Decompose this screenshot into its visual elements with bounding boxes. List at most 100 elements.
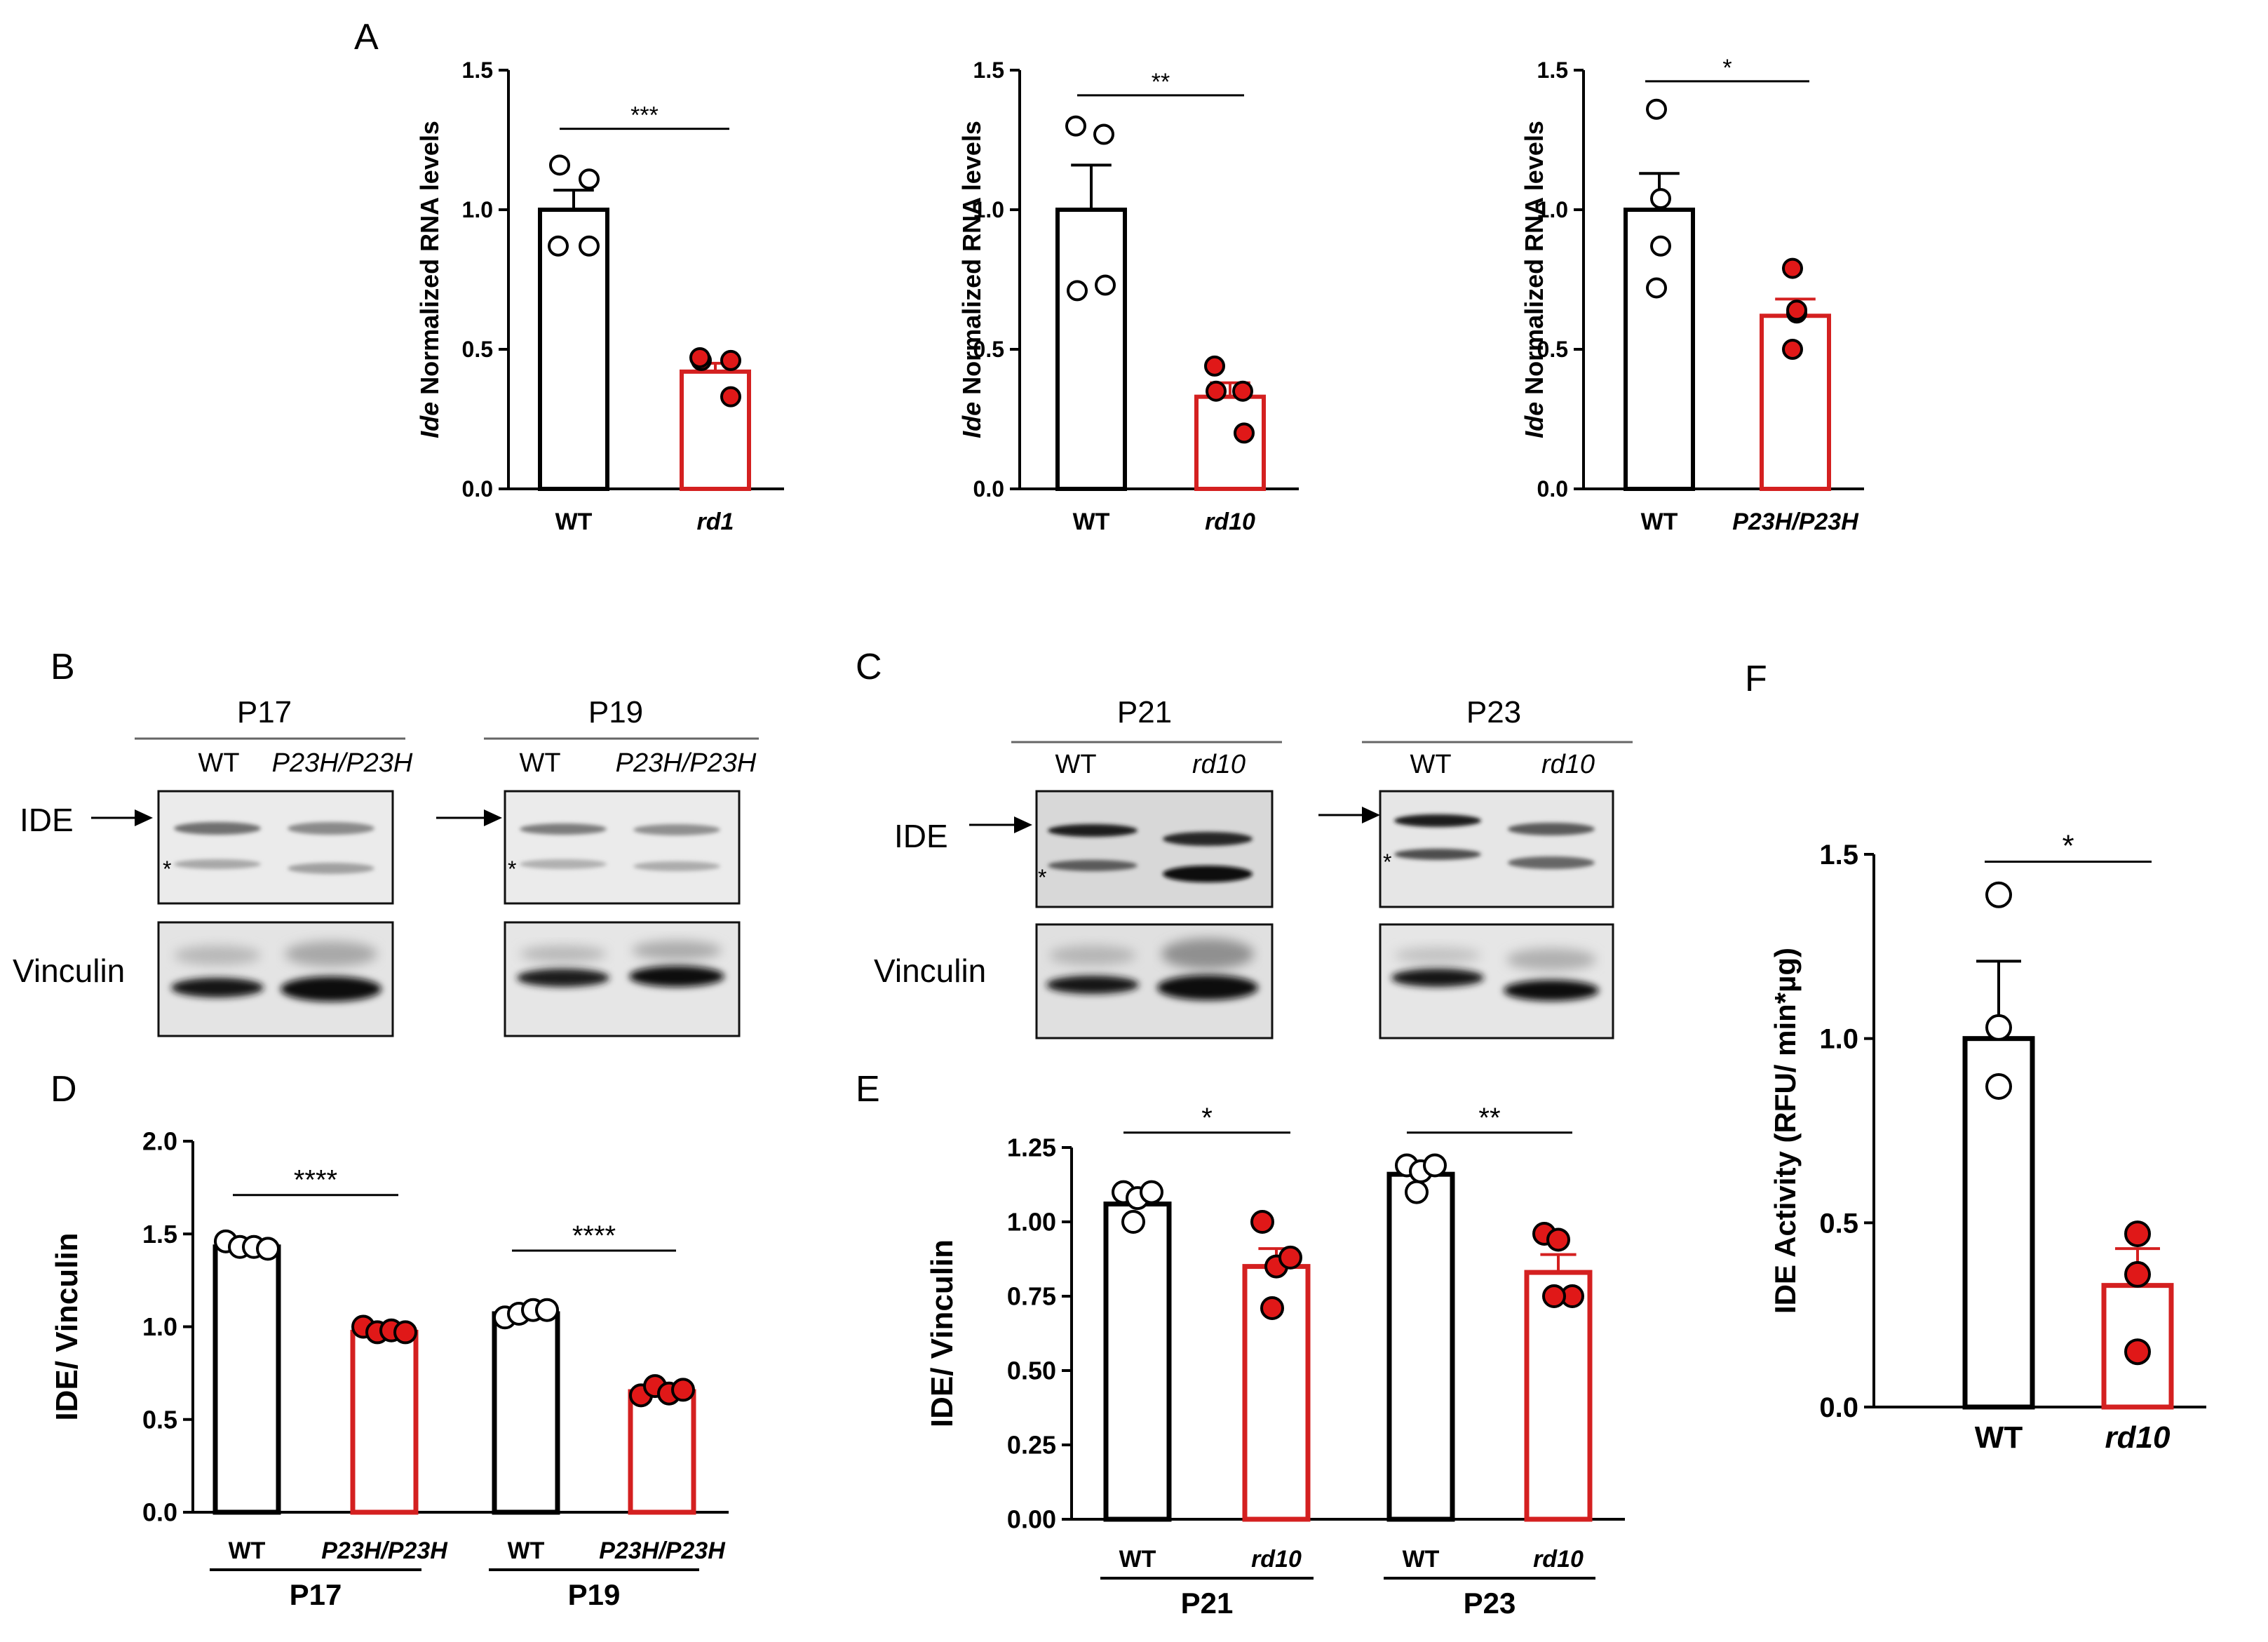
y-tick-label: 1.0 [1819, 1024, 1858, 1055]
blot-c-vinculin-label: Vinculin [874, 953, 986, 989]
data-point-mutant [1278, 1245, 1302, 1270]
blot-c-set1-lane2: rd10 [1192, 750, 1246, 779]
y-axis-label: IDE/ Vinculin [50, 1232, 84, 1420]
data-point-wt [1985, 1072, 2012, 1100]
x-tick-label: WT [1073, 509, 1110, 535]
blot-b-set1-lane1: WT [198, 748, 239, 778]
y-axis-label-text: Normalized RNA levels [957, 121, 986, 402]
blot-b-set1-title: P17 [237, 695, 292, 729]
data-point-mutant [720, 349, 741, 371]
data-point-wt [1646, 98, 1667, 120]
y-tick-label: 1.5 [973, 58, 1004, 83]
group-label: P21 [1181, 1587, 1234, 1620]
blot-b-arrowhead-1 [135, 809, 153, 826]
significance-stars: *** [630, 102, 659, 129]
blot-c-set2-lane1: WT [1410, 750, 1451, 779]
blot-c-set1-title: P21 [1117, 695, 1172, 729]
data-point-wt [1095, 274, 1116, 296]
x-tick-label: rd10 [1205, 509, 1255, 535]
chart-f-ide-activity: 0.0 0.5 1.0 1.5 IDE Activity (RFU/ min*µg) WT… [1769, 829, 2206, 1455]
x-tick-label: rd1 [697, 509, 734, 535]
significance-stars: **** [572, 1220, 616, 1251]
y-axis-label: Ide Normalized RNA levels [415, 121, 444, 438]
data-point-mutant [1546, 1227, 1570, 1252]
bar-wt [1386, 1171, 1455, 1522]
data-point-wt [1067, 280, 1088, 302]
blot-b-p19-ide-image [504, 790, 741, 905]
blot-b-p17-vinculin-image [157, 921, 394, 1037]
bar-wt [1103, 1202, 1172, 1522]
blot-b-ide-label: IDE [20, 802, 74, 838]
data-point-mutant [2124, 1338, 2151, 1366]
bar-mutant [628, 1389, 696, 1515]
data-point-wt [1093, 123, 1114, 145]
bar-wt [492, 1311, 560, 1515]
y-axis-label: Ide Normalized RNA levels [957, 121, 986, 438]
data-point-mutant [720, 386, 741, 408]
y-tick-label: 1.0 [1537, 197, 1568, 222]
y-tick-label: 0.0 [462, 476, 493, 502]
x-tick-label: rd10 [2105, 1420, 2171, 1455]
data-point-mutant [1782, 257, 1803, 279]
chart-a-p23h: 0.0 0.5 1.0 1.5 Ide Normalized RNA levels WT P… [1520, 55, 1864, 535]
blot-b-p19-vinculin-image [504, 921, 741, 1037]
x-tick-label: rd10 [1533, 1546, 1584, 1573]
y-axis-label: Ide Normalized RNA levels [1520, 121, 1548, 438]
data-point-mutant [1204, 355, 1225, 377]
blot-c-arrowhead-1 [1014, 816, 1032, 833]
blot-b-p17-asterisk: * [163, 856, 171, 882]
significance-stars: * [1722, 55, 1732, 81]
y-tick-label: 1.5 [462, 58, 493, 83]
bar-mutant [680, 369, 751, 492]
x-tick-label: WT [555, 509, 593, 535]
blot-c-set1-lane1: WT [1055, 750, 1096, 779]
y-axis-label: IDE/ Vinculin [925, 1239, 959, 1427]
panel-label-c: C [856, 647, 882, 687]
blot-b-p19-asterisk: * [508, 856, 516, 882]
x-tick-label: WT [1975, 1420, 2023, 1455]
data-point-mutant [1782, 339, 1803, 360]
data-point-mutant [1786, 300, 1807, 321]
data-point-wt [1423, 1153, 1447, 1178]
group-label: P23 [1464, 1587, 1516, 1620]
x-tick-label: WT [229, 1537, 266, 1564]
chart-a-rd1: 0.0 0.5 1.0 1.5 Ide Normalized RNA levels WT r… [415, 58, 784, 535]
blot-b-set2-title: P19 [588, 695, 643, 729]
data-point-wt [1650, 188, 1671, 210]
data-point-mutant [393, 1320, 417, 1345]
y-tick-label: 1.00 [1007, 1208, 1056, 1237]
data-point-mutant [1542, 1284, 1566, 1308]
data-point-wt [579, 235, 600, 257]
significance-stars: * [2062, 829, 2074, 863]
blot-b-set1-lane2: P23H/P23H [272, 748, 413, 778]
data-point-wt [548, 235, 569, 257]
data-point-wt [535, 1298, 559, 1322]
y-tick-label: 1.5 [1819, 840, 1858, 870]
data-point-wt [1646, 277, 1667, 299]
y-tick-label: 0.5 [142, 1405, 177, 1434]
x-tick-label: WT [508, 1537, 545, 1564]
bar-mutant [1194, 394, 1266, 491]
panel-label-b: B [50, 647, 75, 687]
blot-c-set2-title: P23 [1466, 695, 1521, 729]
blot-b-set2-lane1: WT [519, 748, 560, 778]
y-tick-label: 0.50 [1007, 1357, 1056, 1385]
data-point-wt [1405, 1180, 1429, 1204]
data-point-mutant [1250, 1210, 1274, 1234]
blot-panel-b: P17 WT P23H/P23H P19 WT P23H/P23H IDE Vi… [13, 695, 759, 1037]
y-axis-label-gene: Ide [957, 402, 986, 438]
y-tick-label: 0.0 [1537, 476, 1568, 502]
panel-label-e: E [856, 1069, 880, 1110]
significance-stars: ** [1152, 69, 1170, 95]
y-tick-label: 1.5 [142, 1220, 177, 1249]
blot-c-p23-vinculin-image [1379, 923, 1614, 1039]
blot-c-p21-asterisk: * [1038, 865, 1046, 890]
y-axis-label-gene: Ide [415, 402, 444, 438]
data-point-mutant [2124, 1220, 2151, 1248]
x-tick-label: P23H/P23H [321, 1537, 448, 1564]
data-point-wt [1121, 1210, 1145, 1234]
data-point-wt [1065, 115, 1086, 137]
y-tick-label: 0.0 [1819, 1392, 1858, 1423]
